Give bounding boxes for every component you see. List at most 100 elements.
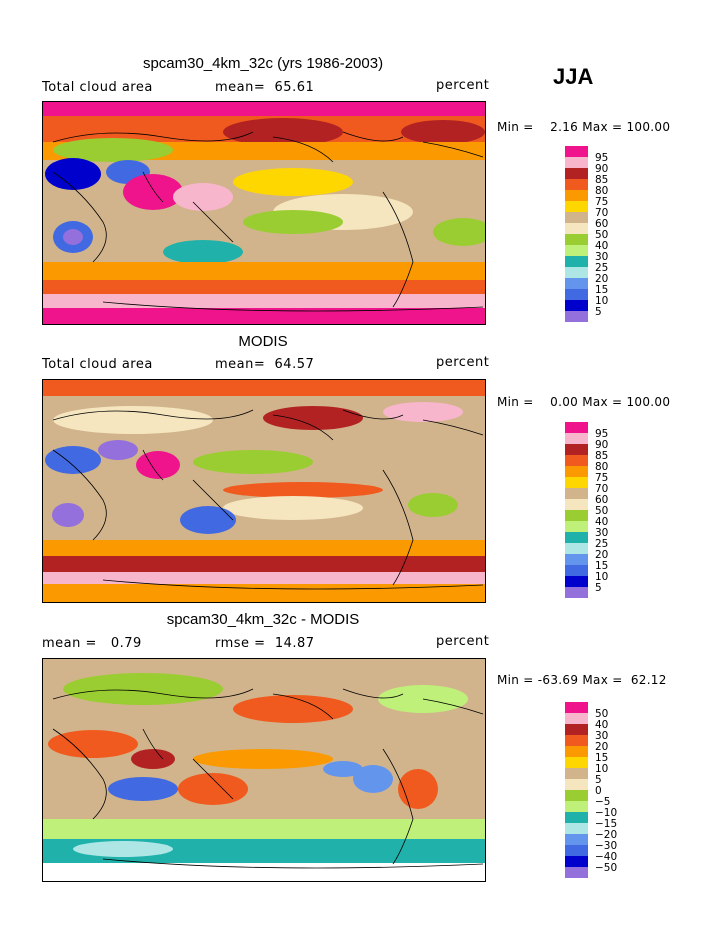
panel2-mean-value: 64.57 <box>274 357 315 372</box>
p1-spacific-green <box>243 210 343 234</box>
legend-swatch <box>565 823 588 834</box>
legend-swatch <box>565 735 588 746</box>
p1-wpac-pink <box>173 183 233 211</box>
legend-level-label: 15 <box>595 283 609 296</box>
p1-band-south-high <box>43 280 485 294</box>
legend-swatch <box>565 234 588 245</box>
legend-swatch <box>565 223 588 234</box>
p3-indian-blue <box>108 777 178 801</box>
p2-band-antarctic <box>43 584 485 602</box>
legend-swatch <box>565 724 588 735</box>
legend-swatch <box>565 444 588 455</box>
p3-epacific-blue <box>323 761 363 777</box>
p3-band-south-mid <box>43 819 485 839</box>
legend-swatch <box>565 867 588 878</box>
legend-swatch <box>565 801 588 812</box>
p1-band-south-mid <box>43 262 485 280</box>
legend-level-label: 40 <box>595 718 609 731</box>
legend-swatch <box>565 856 588 867</box>
panel2-max-label: Max = <box>582 395 623 409</box>
p1-eurasia-green <box>53 138 173 162</box>
legend-swatch <box>565 510 588 521</box>
panel2-min-value: 0.00 <box>550 395 579 409</box>
panel1-mean: mean= 65.61 <box>215 80 314 95</box>
panel3-map <box>42 658 486 882</box>
p2-samerica-green <box>408 493 458 517</box>
legend-swatch <box>565 146 588 157</box>
p2-band-south-high <box>43 556 485 572</box>
legend-level-label: 60 <box>595 493 609 506</box>
panel3-min-value: -63.69 <box>537 673 579 687</box>
panel2-title: MODIS <box>238 333 288 350</box>
p2-spacific-tan <box>223 496 363 520</box>
p3-samerica-blue <box>353 765 393 793</box>
panel3-max-label: Max = <box>582 673 623 687</box>
legend-swatch <box>565 746 588 757</box>
legend-level-label: 90 <box>595 438 609 451</box>
legend-level-label: −20 <box>595 828 618 841</box>
panel1-max-value: 100.00 <box>626 120 671 134</box>
panel1-max-label: Max = <box>582 120 623 134</box>
legend-swatch <box>565 179 588 190</box>
legend-swatch <box>565 499 588 510</box>
legend-swatch <box>565 168 588 179</box>
legend-level-label: 80 <box>595 184 609 197</box>
legend-swatch <box>565 300 588 311</box>
panel2-max-value: 100.00 <box>626 395 671 409</box>
legend-level-label: −5 <box>595 795 611 808</box>
panel3-mean-value: 0.79 <box>110 636 142 651</box>
p3-sahara-orange <box>48 730 138 758</box>
legend-level-label: 20 <box>595 740 609 753</box>
p2-band-south-mid <box>43 540 485 556</box>
legend-swatch <box>565 845 588 856</box>
legend-level-label: 0 <box>595 784 602 797</box>
legend-swatch <box>565 521 588 532</box>
legend-swatch <box>565 190 588 201</box>
legend-swatch <box>565 790 588 801</box>
panel2-mean-label: mean= <box>215 357 266 372</box>
p1-coastlines <box>52 131 484 312</box>
panel1-min-value: 2.16 <box>550 120 579 134</box>
legend-swatch <box>565 289 588 300</box>
legend-swatch <box>565 212 588 223</box>
p1-sahara-blue <box>45 158 101 190</box>
panel1-map <box>42 101 486 325</box>
legend-level-label: −30 <box>595 839 618 852</box>
legend-swatch <box>565 554 588 565</box>
p2-band-arctic <box>43 380 485 396</box>
p3-india-red <box>131 749 175 769</box>
legend-level-label: 80 <box>595 460 609 473</box>
legend-swatch <box>565 543 588 554</box>
p1-natlantic-cloud <box>401 120 485 144</box>
legend-level-label: 25 <box>595 261 609 274</box>
legend-level-label: 85 <box>595 449 609 462</box>
panel2-map <box>42 379 486 603</box>
legend-swatch <box>565 477 588 488</box>
legend-level-label: 15 <box>595 559 609 572</box>
legend-swatch <box>565 201 588 212</box>
p1-npacific-cloud <box>223 118 343 146</box>
p2-coastlines <box>52 409 484 590</box>
p3-coastlines <box>52 688 484 869</box>
legend-swatch <box>565 812 588 823</box>
p3-samerica-orange <box>398 769 438 809</box>
legend-level-label: 30 <box>595 729 609 742</box>
p1-africa-purple <box>63 229 83 245</box>
legend-swatch <box>565 757 588 768</box>
panel1-min-label: Min = <box>497 120 534 134</box>
legend-swatch <box>565 278 588 289</box>
legend-level-label: 90 <box>595 162 609 175</box>
p3-eurasia-green <box>63 673 223 705</box>
p1-band-south-pink <box>43 294 485 308</box>
panel3-units: percent <box>436 634 490 649</box>
p3-band-antarctic <box>43 863 485 881</box>
legend-level-label: 50 <box>595 228 609 241</box>
legend-swatch <box>565 565 588 576</box>
legend-swatch <box>565 834 588 845</box>
panel2-minmax: Min = 0.00 Max = 100.00 <box>497 395 670 409</box>
legend-level-label: 5 <box>595 773 602 786</box>
panel1-variable: Total cloud area <box>42 80 153 95</box>
p3-npacific-orange <box>233 695 353 723</box>
legend-level-label: 25 <box>595 537 609 550</box>
legend-level-label: 70 <box>595 482 609 495</box>
